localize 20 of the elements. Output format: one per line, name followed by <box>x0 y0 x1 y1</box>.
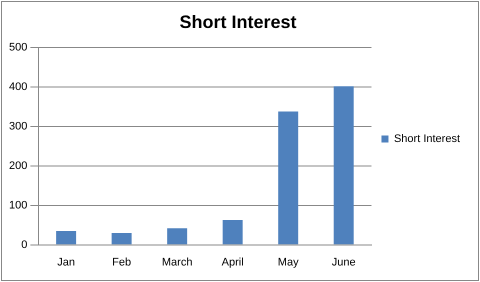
x-tick-label: June <box>332 256 356 268</box>
bar <box>222 220 243 244</box>
x-tick-label: April <box>222 256 244 268</box>
y-tick-label: 300 <box>8 120 28 133</box>
x-tick-label: Jan <box>57 256 75 268</box>
chart-title: Short Interest <box>179 12 297 32</box>
bar <box>278 111 298 244</box>
y-tick-label: 100 <box>8 199 28 212</box>
bar <box>112 232 132 244</box>
bar <box>56 230 76 244</box>
bar <box>334 86 354 244</box>
y-tick-label: 0 <box>21 238 28 251</box>
bar <box>167 228 188 244</box>
x-tick-label: May <box>278 256 300 268</box>
legend-label: Short Interest <box>394 133 460 146</box>
y-tick-label: 200 <box>8 160 28 172</box>
x-tick-label: Feb <box>112 256 132 268</box>
x-tick-label: March <box>162 256 192 268</box>
y-tick-label: 400 <box>8 81 28 94</box>
y-tick-label: 500 <box>8 42 28 54</box>
